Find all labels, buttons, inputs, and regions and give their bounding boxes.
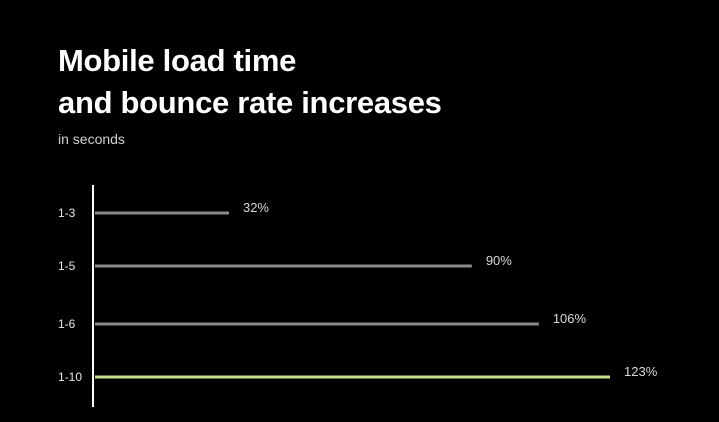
chart-title-line-2: and bounce rate increases xyxy=(58,85,442,120)
chart-title: Mobile load time and bounce rate increas… xyxy=(58,40,442,124)
category-label: 1-6 xyxy=(58,317,76,331)
bars-group: 1-3 32% 1-5 90% 1-6 106% 1-10 123% xyxy=(58,200,658,384)
chart-subtitle: in seconds xyxy=(58,131,125,147)
category-label: 1-3 xyxy=(58,206,76,220)
value-label: 90% xyxy=(486,253,512,268)
value-label: 32% xyxy=(243,200,269,215)
category-label: 1-5 xyxy=(58,259,76,273)
category-label: 1-10 xyxy=(58,370,82,384)
value-label: 123% xyxy=(624,364,658,379)
value-label: 106% xyxy=(553,311,587,326)
chart-title-line-1: Mobile load time xyxy=(58,43,297,78)
